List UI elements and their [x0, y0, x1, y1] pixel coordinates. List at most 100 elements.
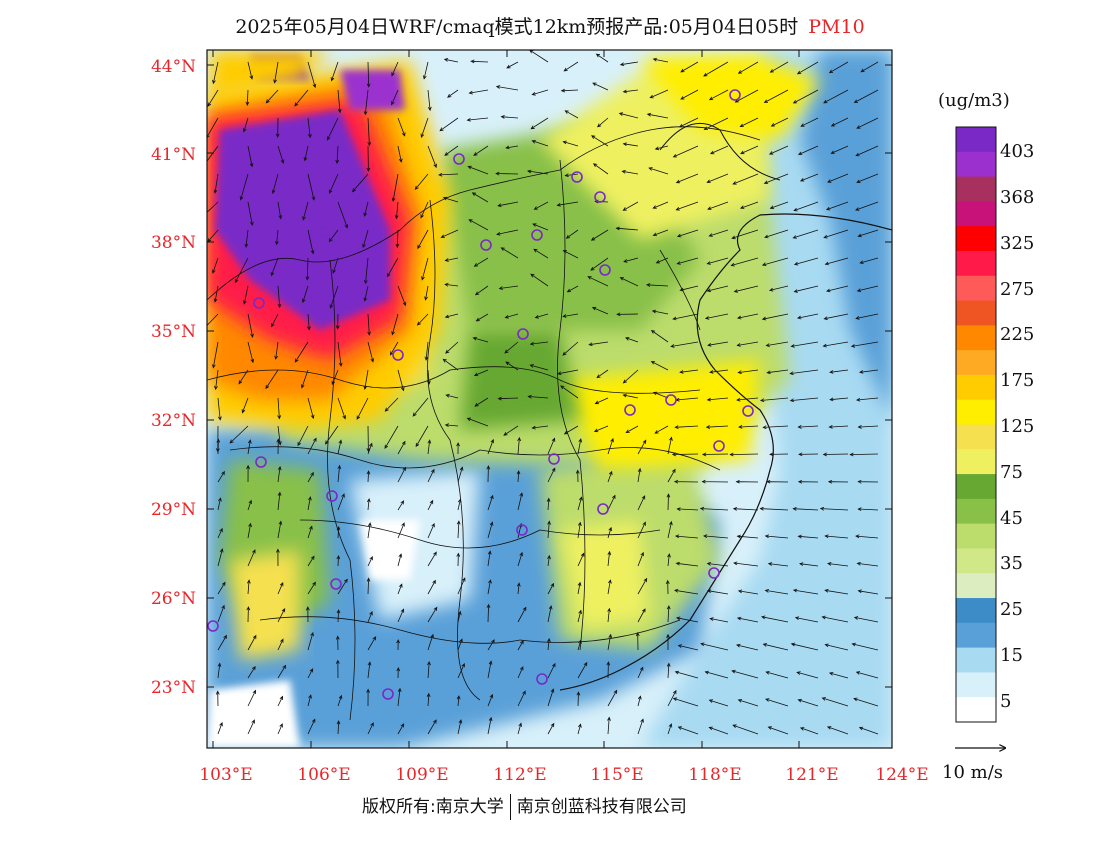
concentration-field — [207, 50, 892, 748]
wind-arrow-icon — [637, 718, 644, 735]
wind-arrow-icon — [307, 437, 317, 455]
wind-arrow-icon — [217, 604, 225, 623]
colorbar-segment — [956, 350, 996, 376]
colorbar-label-35: 35 — [1000, 553, 1023, 574]
city-marker-icon — [729, 89, 741, 101]
wind-arrow-icon — [796, 61, 819, 75]
wind-arrow-icon — [732, 507, 759, 511]
wind-arrow-icon — [651, 309, 669, 315]
city-marker-icon — [742, 405, 754, 417]
wind-arrow-icon — [497, 201, 519, 208]
wind-arrow-icon — [591, 135, 609, 147]
wind-arrow-icon — [666, 633, 670, 650]
wind-arrow-icon — [577, 552, 585, 567]
city-marker-icon — [597, 503, 609, 515]
wind-arrow-icon — [650, 361, 669, 371]
wind-arrow-icon — [590, 257, 609, 271]
wind-arrow-icon — [531, 89, 549, 96]
wind-arrow-icon — [367, 611, 373, 623]
wind-arrow-icon — [335, 313, 340, 330]
wind-arrow-icon — [445, 393, 459, 399]
colorbar-label-403: 403 — [1000, 141, 1035, 162]
wind-arrow-icon — [445, 341, 459, 354]
wind-arrow-icon — [217, 397, 222, 421]
wind-arrow-icon — [238, 369, 249, 385]
wind-arrow-icon — [422, 61, 429, 80]
wind-arrow-icon — [277, 723, 283, 735]
wind-arrow-icon — [456, 442, 460, 455]
wind-arrow-icon — [415, 425, 429, 448]
wind-arrow-icon — [678, 117, 699, 128]
wind-arrow-icon — [798, 452, 819, 457]
wind-arrow-icon — [667, 436, 673, 455]
wind-arrow-icon — [606, 661, 611, 679]
wind-arrow-icon — [516, 470, 521, 483]
wind-arrow-icon — [736, 341, 759, 347]
wind-arrow-icon — [827, 562, 849, 567]
wind-arrow-icon — [824, 588, 849, 595]
wind-arrow-icon — [275, 117, 280, 138]
wind-arrow-icon — [384, 397, 399, 412]
wind-arrow-icon — [277, 397, 282, 420]
city-marker-icon — [531, 229, 543, 241]
wind-arrow-icon — [366, 145, 371, 173]
wind-arrow-icon — [607, 579, 612, 595]
wind-arrow-icon — [547, 582, 555, 595]
wind-arrow-icon — [336, 554, 341, 567]
wind-arrow-icon — [327, 117, 339, 141]
wind-arrow-icon — [652, 201, 669, 209]
wind-arrow-icon — [486, 465, 491, 483]
wind-arrow-icon — [654, 145, 669, 151]
wind-arrow-icon — [337, 397, 346, 420]
wind-arrow-icon — [560, 88, 579, 93]
wind-arrow-icon — [487, 550, 492, 567]
wind-arrow-icon — [577, 661, 588, 679]
city-marker-icon — [708, 567, 720, 579]
wind-arrow-icon — [607, 526, 613, 539]
wind-arrow-icon — [853, 616, 879, 623]
wind-arrow-icon — [856, 561, 879, 567]
wind-arrow-icon — [526, 169, 549, 175]
wind-arrow-icon — [243, 285, 249, 305]
wind-arrow-icon — [247, 549, 256, 567]
wind-arrow-icon — [427, 89, 432, 112]
wind-arrow-icon — [474, 397, 489, 407]
wind-arrow-icon — [637, 551, 644, 567]
wind-arrow-icon — [676, 229, 699, 238]
wind-arrow-icon — [546, 497, 551, 511]
wind-arrow-icon — [276, 548, 280, 567]
wind-arrow-icon — [860, 61, 879, 73]
wind-arrow-icon — [707, 341, 729, 347]
wind-arrow-icon — [247, 634, 257, 651]
wind-arrow-icon — [823, 313, 849, 321]
bohai-coast — [659, 122, 781, 181]
wind-arrow-icon — [704, 313, 729, 320]
wind-arrow-icon — [307, 229, 315, 255]
wind-arrow-icon — [793, 285, 819, 293]
wind-arrow-icon — [625, 337, 639, 343]
wind-arrow-icon — [397, 608, 405, 623]
wind-arrow-icon — [337, 493, 345, 511]
wind-arrow-icon — [396, 666, 401, 679]
wind-arrow-icon — [830, 117, 849, 127]
wind-arrow-icon — [504, 341, 519, 354]
wind-arrow-icon — [391, 173, 399, 203]
wind-arrow-icon — [676, 257, 699, 265]
wind-arrow-icon — [367, 722, 374, 735]
wind-arrow-icon — [740, 145, 759, 155]
wind-arrow-icon — [427, 579, 436, 595]
wind-arrow-icon — [737, 699, 759, 707]
wind-arrow-icon — [706, 397, 729, 402]
wind-arrow-icon — [427, 468, 435, 483]
city-marker-icon — [516, 524, 528, 536]
wind-arrow-icon — [487, 579, 492, 595]
wind-arrow-icon — [207, 313, 219, 327]
wind-arrow-icon — [247, 439, 252, 455]
title-text: 2025年05月04日WRF/cmaq模式12km预报产品:05月04日05时 — [235, 16, 799, 38]
wind-arrow-icon — [736, 397, 759, 402]
wind-arrow-icon — [307, 525, 313, 539]
wind-arrow-icon — [797, 145, 819, 155]
wind-arrow-icon — [577, 438, 583, 455]
wind-arrow-icon — [246, 606, 251, 623]
wind-arrow-icon — [667, 689, 677, 707]
